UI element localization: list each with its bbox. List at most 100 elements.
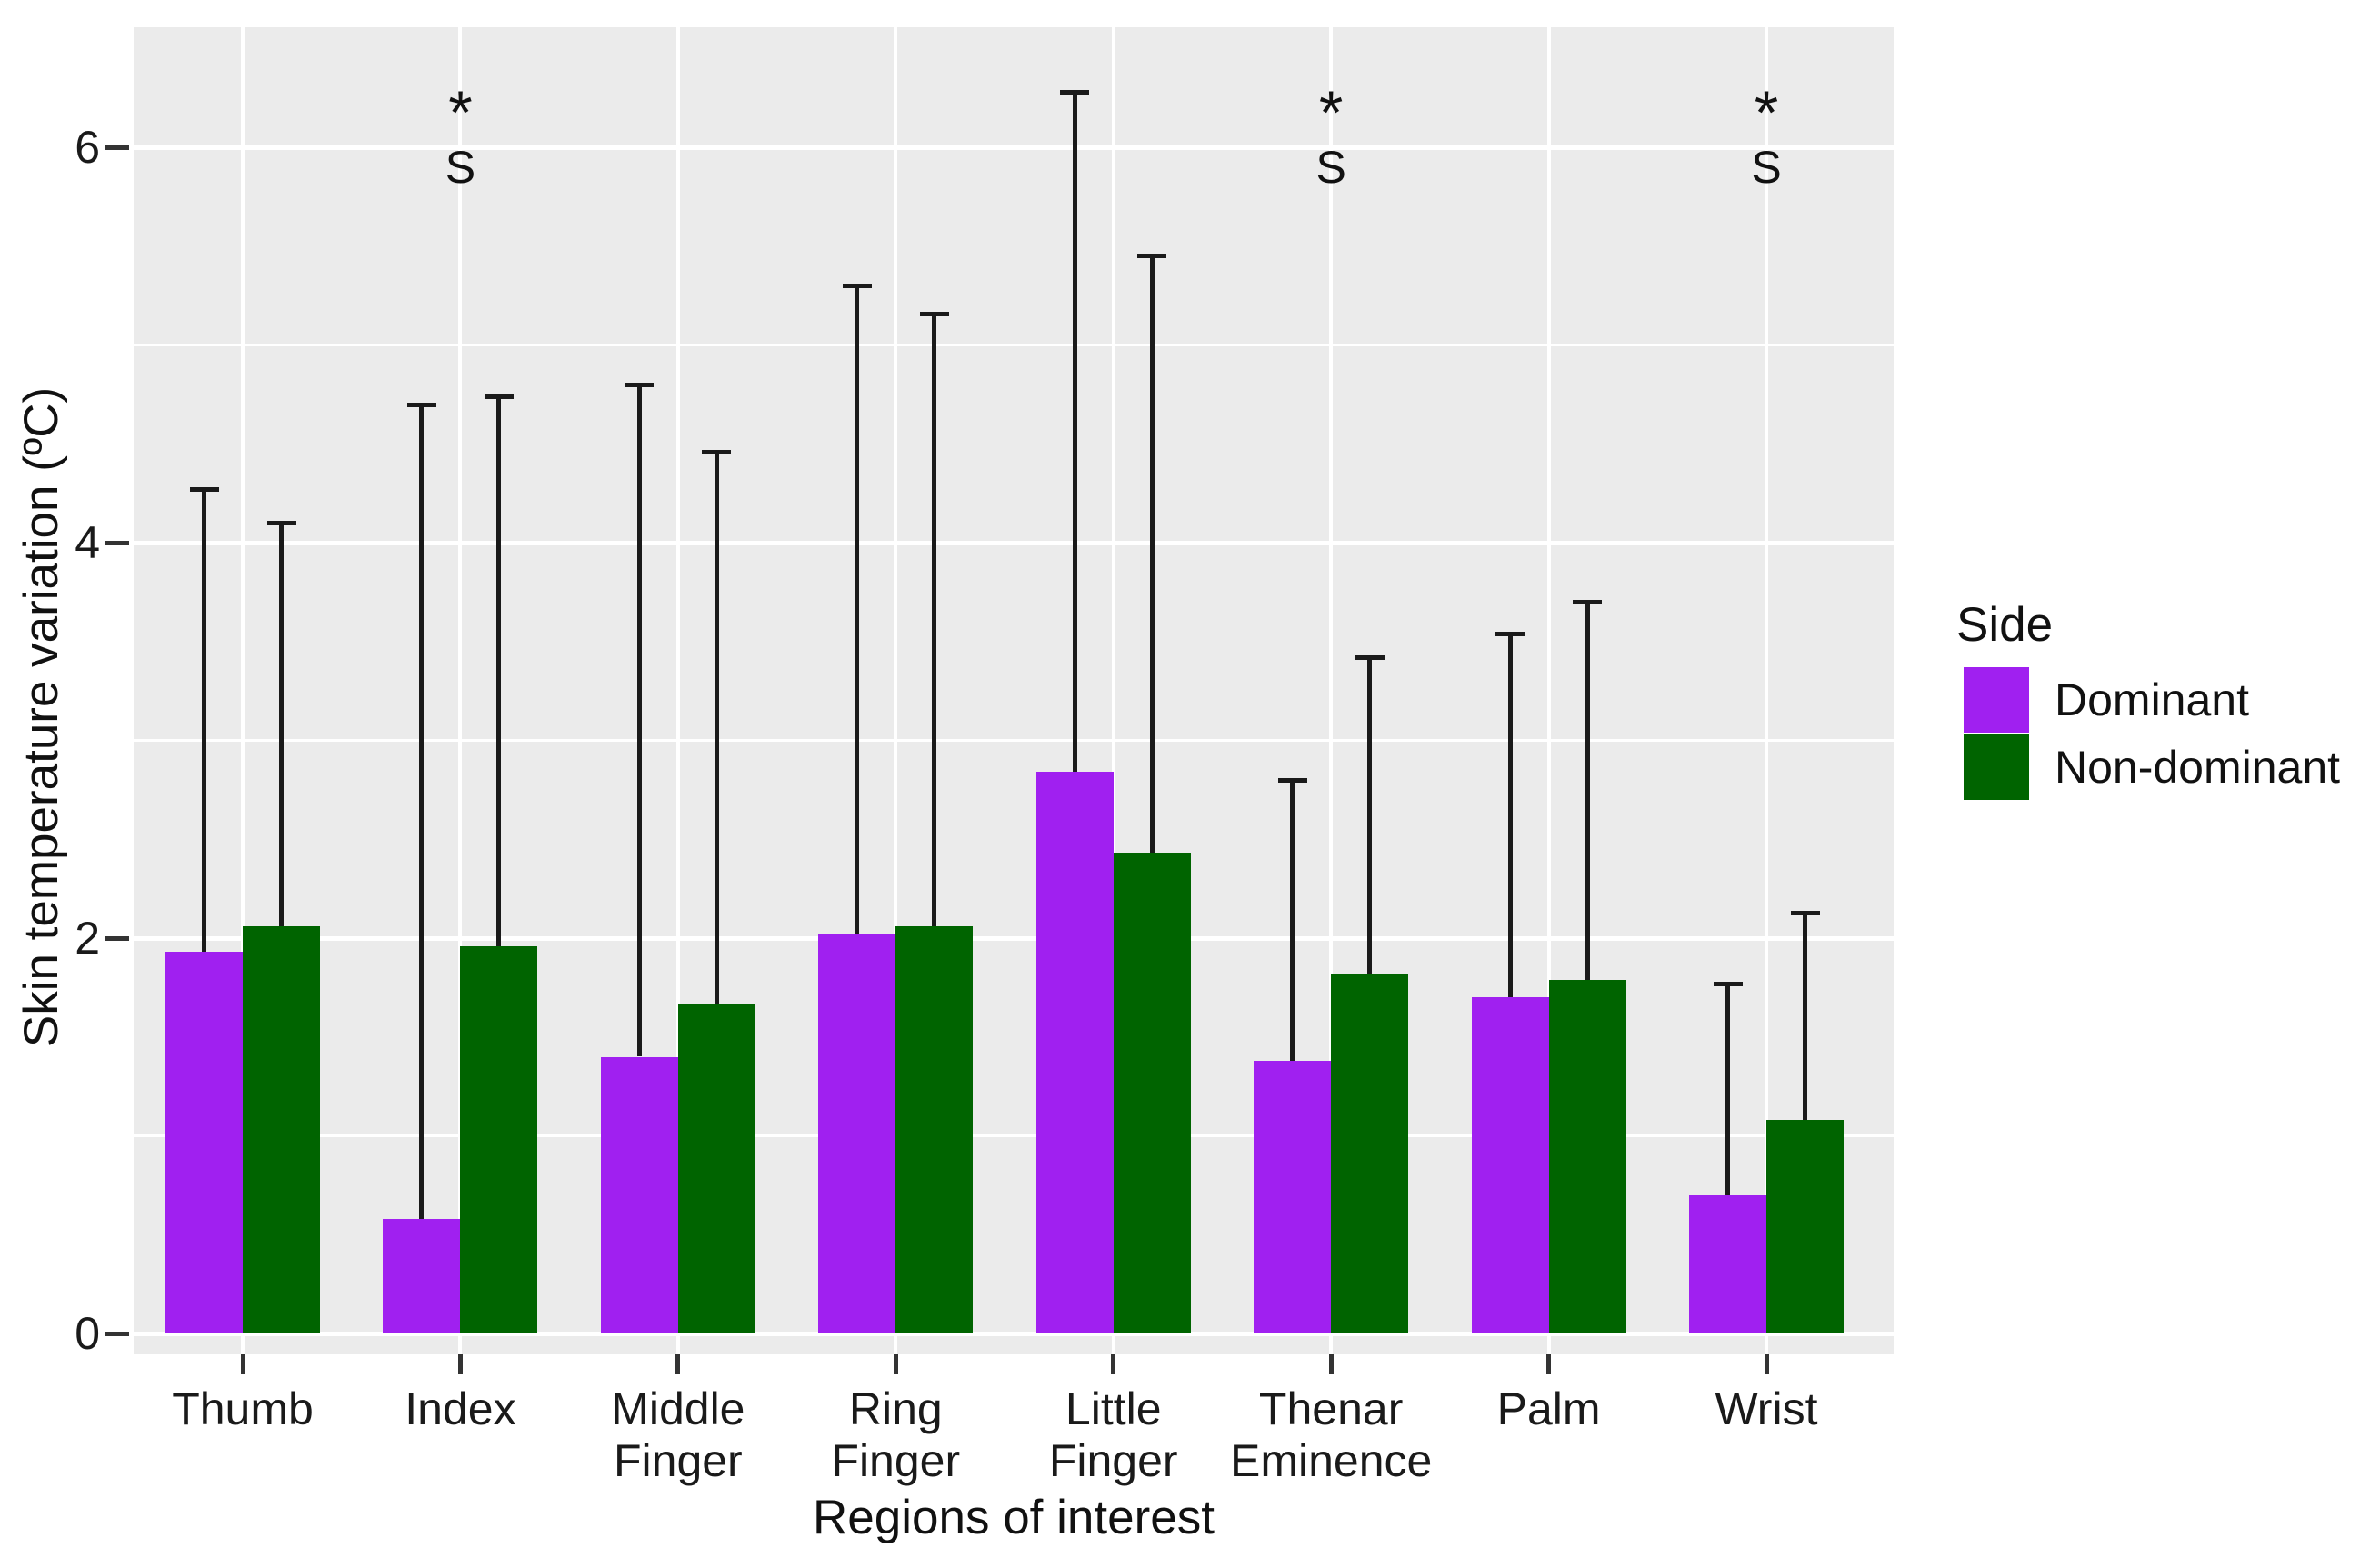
minor-gridline <box>134 1134 1894 1137</box>
vertical-gridline <box>458 27 463 1354</box>
x-tick-mark <box>675 1354 681 1374</box>
error-bar-dominant-ring-finger <box>855 284 860 934</box>
minor-gridline <box>134 739 1894 742</box>
x-tick-label-line: Finger <box>613 1435 743 1486</box>
x-tick-label-line: Finger <box>831 1435 961 1486</box>
y-axis-title: Skin temperature variation (ºC) <box>15 386 68 1048</box>
x-tick-label-line: Little <box>1065 1383 1162 1434</box>
legend-swatch-dominant <box>1964 667 2029 733</box>
x-tick-label-line: Eminence <box>1229 1435 1433 1486</box>
x-axis-title: Regions of interest <box>813 1491 1215 1544</box>
x-tick-mark <box>1546 1354 1552 1374</box>
bar-non-dominant-palm <box>1548 979 1626 1333</box>
error-bar-dominant-thumb <box>202 487 206 953</box>
error-bar-cap-non-dominant-wrist <box>1790 910 1820 915</box>
y-tick-mark <box>105 540 129 545</box>
error-bar-non-dominant-little-finger <box>1149 254 1155 854</box>
x-tick-mark <box>1764 1354 1769 1374</box>
error-bar-non-dominant-middle-finger <box>714 449 719 1004</box>
vertical-gridline <box>675 27 680 1354</box>
bar-non-dominant-thenar-eminence <box>1331 974 1409 1333</box>
y-tick-mark <box>105 935 129 941</box>
y-tick-label: 2 <box>75 913 100 964</box>
x-tick-label-line: Thenar <box>1258 1383 1404 1434</box>
error-bar-cap-non-dominant-index <box>484 394 514 399</box>
error-bar-cap-dominant-index <box>406 402 436 407</box>
legend-swatch-non-dominant <box>1964 734 2029 800</box>
x-tick-label-palm: Palm <box>1395 1383 1704 1435</box>
major-gridline <box>134 1331 1894 1336</box>
error-bar-cap-dominant-thumb <box>189 487 219 493</box>
error-bar-cap-non-dominant-palm <box>1573 600 1603 605</box>
x-tick-label-ring-finger: Ring Finger <box>741 1383 1050 1487</box>
x-tick-mark <box>893 1354 898 1374</box>
bar-dominant-wrist <box>1689 1194 1766 1333</box>
error-bar-dominant-little-finger <box>1072 89 1077 773</box>
x-tick-label-line: Ring <box>848 1383 943 1434</box>
x-tick-mark <box>240 1354 245 1374</box>
bar-dominant-middle-finger <box>600 1056 678 1333</box>
significance-star-thenar-eminence: * <box>1318 78 1344 147</box>
vertical-gridline <box>894 27 898 1354</box>
vertical-gridline <box>1111 27 1115 1354</box>
x-tick-label-line: Wrist <box>1715 1383 1818 1434</box>
x-tick-label-little-finger: Little Finger <box>959 1383 1268 1487</box>
x-tick-label-index: Index <box>305 1383 615 1435</box>
bar-dominant-ring-finger <box>818 934 896 1333</box>
x-tick-label-line: Thumb <box>172 1383 314 1434</box>
error-bar-cap-dominant-palm <box>1495 631 1525 636</box>
x-tick-label-thenar-eminence: Thenar Eminence <box>1176 1383 1485 1487</box>
bar-dominant-index <box>383 1218 461 1333</box>
legend: Side Dominant Non-dominant <box>1956 598 2370 834</box>
bar-non-dominant-wrist <box>1766 1120 1844 1333</box>
x-tick-mark <box>1328 1354 1334 1374</box>
x-tick-mark <box>457 1354 463 1374</box>
major-gridline <box>134 145 1894 150</box>
significance-letter-index: S <box>445 142 476 193</box>
significance-star-wrist: * <box>1754 78 1779 147</box>
significance-letter-wrist: S <box>1751 142 1782 193</box>
vertical-gridline <box>1329 27 1334 1354</box>
error-bar-non-dominant-ring-finger <box>932 311 937 926</box>
error-bar-cap-dominant-middle-finger <box>625 382 655 387</box>
bar-non-dominant-little-finger <box>1113 853 1191 1333</box>
bar-dominant-little-finger <box>1035 772 1114 1333</box>
x-tick-label-wrist: Wrist <box>1612 1383 1921 1435</box>
minor-gridline <box>134 344 1894 346</box>
error-bar-cap-non-dominant-ring-finger <box>919 311 949 316</box>
y-tick-mark <box>105 145 129 150</box>
error-bar-non-dominant-thumb <box>279 521 284 926</box>
major-gridline <box>134 935 1894 941</box>
error-bar-dominant-thenar-eminence <box>1290 777 1295 1061</box>
x-tick-label-line: Index <box>405 1383 516 1434</box>
major-gridline <box>134 540 1894 545</box>
y-tick-label: 6 <box>75 122 100 173</box>
x-tick-mark <box>1111 1354 1116 1374</box>
x-tick-label-line: Middle <box>611 1383 745 1434</box>
bar-dominant-thumb <box>165 952 243 1333</box>
error-bar-cap-dominant-ring-finger <box>842 284 872 289</box>
legend-label-dominant: Dominant <box>2055 674 2249 725</box>
bar-dominant-thenar-eminence <box>1254 1060 1332 1333</box>
error-bar-dominant-index <box>419 402 425 1219</box>
error-bar-cap-non-dominant-thumb <box>266 521 296 526</box>
bar-non-dominant-thumb <box>243 925 320 1333</box>
error-bar-cap-dominant-thenar-eminence <box>1277 777 1307 783</box>
x-tick-label-middle-finger: Middle Finger <box>524 1383 833 1487</box>
significance-star-index: * <box>448 78 473 147</box>
bar-dominant-palm <box>1471 997 1549 1333</box>
y-tick-mark <box>105 1331 129 1336</box>
error-bar-non-dominant-index <box>496 394 502 946</box>
error-bar-dominant-palm <box>1507 631 1513 998</box>
legend-title: Side <box>1956 598 2054 652</box>
vertical-gridline <box>1546 27 1551 1354</box>
vertical-gridline <box>1765 27 1768 1354</box>
bar-non-dominant-ring-finger <box>895 925 974 1333</box>
error-bar-non-dominant-thenar-eminence <box>1367 654 1373 974</box>
y-tick-label: 0 <box>75 1308 100 1359</box>
x-tick-label-line: Finger <box>1048 1435 1178 1486</box>
error-bar-cap-dominant-wrist <box>1713 981 1743 986</box>
x-tick-label-thumb: Thumb <box>88 1383 397 1435</box>
error-bar-dominant-middle-finger <box>636 382 642 1057</box>
